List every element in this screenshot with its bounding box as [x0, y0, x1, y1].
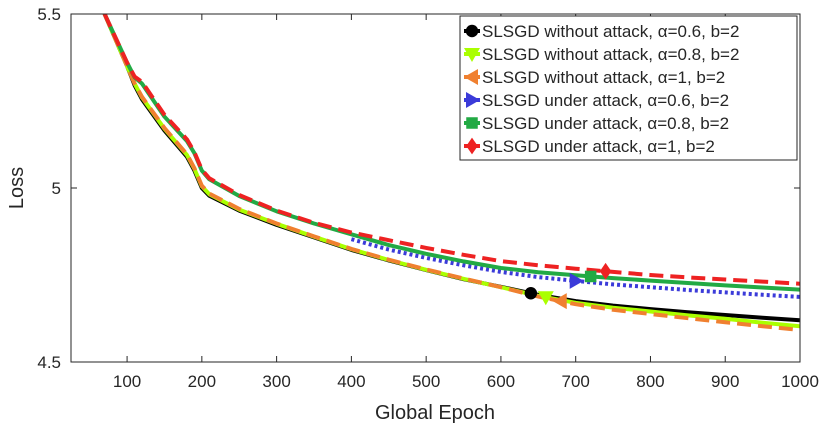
series-marker-1: [524, 286, 538, 300]
legend-entry-prefix: SLSGD without attack,: [482, 22, 658, 41]
x-tick-label: 200: [188, 372, 216, 391]
series-marker-6: [599, 262, 612, 280]
x-tick-label: 600: [487, 372, 515, 391]
legend-box: [459, 15, 798, 161]
legend-entry-2: SLSGD without attack, α=0.8, b=2: [482, 45, 739, 64]
legend-entry-6: SLSGD under attack, α=1, b=2: [482, 137, 715, 156]
legend-marker-6: [466, 137, 478, 155]
legend-marker-5: [466, 117, 478, 129]
legend-entry-param: α=1, b=2: [658, 68, 726, 87]
legend-marker-3: [464, 69, 478, 85]
legend-entry-1: SLSGD without attack, α=0.6, b=2: [482, 22, 739, 41]
y-tick-label: 5.5: [37, 5, 61, 24]
legend-entry-3: SLSGD without attack, α=1, b=2: [482, 68, 725, 87]
series-marker-3: [552, 293, 567, 310]
series-line-3: [102, 14, 800, 332]
x-tick-label: 1000: [781, 372, 819, 391]
series-marker-4: [569, 272, 584, 289]
legend-entry-prefix: SLSGD under attack,: [482, 91, 647, 110]
legend-entry-param: α=0.6, b=2: [658, 22, 740, 41]
series-marker-5: [584, 270, 597, 283]
legend-entry-param: α=0.8, b=2: [647, 114, 729, 133]
plot-area-frame: [70, 13, 801, 363]
legend-entry-4: SLSGD under attack, α=0.6, b=2: [482, 91, 729, 110]
x-tick-label: 900: [711, 372, 739, 391]
legend-entry-5: SLSGD under attack, α=0.8, b=2: [482, 114, 729, 133]
x-tick-label: 500: [412, 372, 440, 391]
y-tick-label: 4.5: [37, 353, 61, 372]
series-markers: [524, 262, 612, 310]
legend-entry-prefix: SLSGD without attack,: [482, 45, 658, 64]
legend-marker-1: [465, 24, 479, 38]
x-tick-label: 300: [262, 372, 290, 391]
legend-entry-prefix: SLSGD under attack,: [482, 137, 647, 156]
legend-marker-4: [466, 92, 480, 108]
series-line-5: [102, 14, 800, 292]
x-tick-label: 700: [562, 372, 590, 391]
y-axis-label: Loss: [6, 167, 28, 209]
series-line-6: [102, 14, 800, 286]
legend-marker-2: [464, 48, 480, 62]
x-tick-label: 800: [636, 372, 664, 391]
legend-entry-param: α=1, b=2: [647, 137, 715, 156]
legend-entry-param: α=0.6, b=2: [647, 91, 729, 110]
legend-entry-param: α=0.8, b=2: [658, 45, 740, 64]
x-tick-label: 400: [337, 372, 365, 391]
legend-entry-prefix: SLSGD without attack,: [482, 68, 658, 87]
legend-entry-prefix: SLSGD under attack,: [482, 114, 647, 133]
series-marker-2: [537, 291, 554, 306]
x-axis-label: Global Epoch: [375, 402, 495, 424]
y-tick-label: 5: [52, 179, 61, 198]
x-tick-label: 100: [113, 372, 141, 391]
